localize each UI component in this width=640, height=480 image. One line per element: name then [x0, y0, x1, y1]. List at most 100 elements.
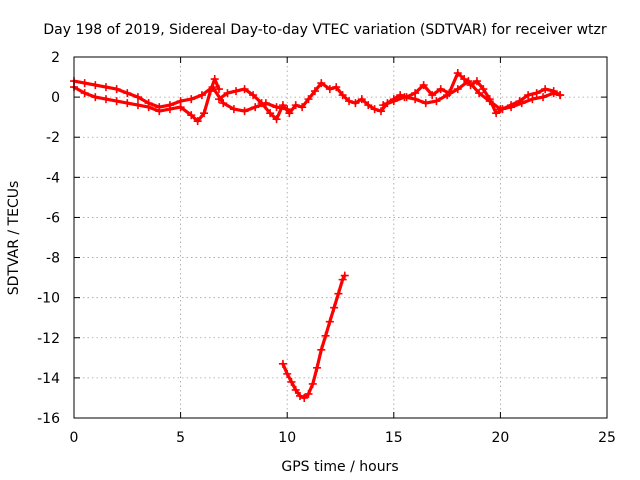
data-point	[144, 103, 153, 112]
data-point	[492, 109, 501, 118]
data-point	[460, 75, 469, 84]
data-point	[214, 95, 223, 104]
y-axis-label: SDTVAR / TECUs	[6, 181, 22, 296]
x-tick-label: 25	[598, 430, 616, 446]
data-point	[419, 81, 428, 90]
data-point	[453, 69, 462, 78]
ticks	[73, 56, 608, 419]
data-point	[80, 89, 89, 98]
data-point	[321, 331, 330, 340]
data-point	[272, 103, 281, 112]
data-point	[485, 97, 494, 106]
data-point	[310, 87, 319, 96]
data-point	[317, 79, 326, 88]
y-tick-label: 2	[51, 50, 60, 66]
data-point	[351, 99, 360, 108]
data-point	[210, 75, 219, 84]
plot-frame	[73, 56, 608, 419]
data-point	[123, 89, 132, 98]
data-point	[272, 115, 281, 124]
y-tick-label: -14	[37, 371, 60, 387]
data-point	[232, 87, 241, 96]
series-track-e	[278, 271, 349, 402]
data-point	[325, 317, 334, 326]
data-point	[165, 105, 174, 114]
data-point	[338, 275, 347, 284]
data-point	[223, 89, 232, 98]
series-line	[281, 274, 347, 400]
data-point	[291, 385, 300, 394]
y-tick-label: -10	[37, 291, 60, 307]
data-point	[300, 393, 309, 402]
x-tick-label: 5	[176, 430, 185, 446]
data-point	[214, 85, 223, 94]
x-axis-label: GPS time / hours	[281, 459, 398, 475]
x-tick-label: 15	[385, 430, 403, 446]
data-point	[464, 77, 473, 86]
data-point	[278, 101, 287, 110]
y-tick-label: -12	[37, 331, 60, 347]
data-point	[278, 359, 287, 368]
data-point	[313, 363, 322, 372]
data-point	[285, 109, 294, 118]
data-point	[187, 95, 196, 104]
data-point	[295, 391, 304, 400]
data-point	[249, 91, 258, 100]
y-tick-label: -16	[37, 411, 60, 427]
data-point	[541, 85, 550, 94]
data-point	[101, 95, 110, 104]
data-point	[266, 109, 275, 118]
data-point	[291, 101, 300, 110]
data-point	[556, 91, 565, 100]
data-point	[123, 99, 132, 108]
data-point	[283, 369, 292, 378]
data-point	[176, 103, 185, 112]
data-point	[364, 101, 373, 110]
data-point	[400, 93, 409, 102]
data-point	[197, 91, 206, 100]
series-layer	[70, 69, 565, 402]
data-point	[330, 303, 339, 312]
data-point	[325, 85, 334, 94]
data-point	[524, 91, 533, 100]
data-point	[133, 101, 142, 110]
data-point	[517, 99, 526, 108]
data-point	[379, 101, 388, 110]
data-point	[308, 379, 317, 388]
x-tick-label: 20	[491, 430, 509, 446]
data-point	[240, 107, 249, 116]
data-point	[304, 389, 313, 398]
data-point	[532, 89, 541, 98]
data-point	[389, 97, 398, 106]
data-point	[334, 289, 343, 298]
data-point	[496, 105, 505, 114]
y-tick-label: -8	[46, 251, 60, 267]
data-point	[332, 83, 341, 92]
y-tick-label: 0	[51, 90, 60, 106]
data-point	[453, 85, 462, 94]
data-point	[528, 95, 537, 104]
data-point	[287, 377, 296, 386]
data-point	[428, 91, 437, 100]
data-point	[133, 93, 142, 102]
data-point	[345, 97, 354, 106]
x-tick-label: 10	[278, 430, 296, 446]
data-point	[317, 345, 326, 354]
data-point	[80, 79, 89, 88]
data-point	[229, 105, 238, 114]
data-point	[340, 271, 349, 280]
y-tick-label: -4	[46, 170, 60, 186]
chart-title: Day 198 of 2019, Sidereal Day-to-day VTE…	[43, 22, 607, 38]
series-track-d	[379, 77, 565, 114]
data-point	[155, 107, 164, 116]
data-point	[91, 81, 100, 90]
data-point	[549, 89, 558, 98]
data-point	[200, 109, 209, 118]
data-point	[472, 77, 481, 86]
data-point	[436, 85, 445, 94]
data-point	[432, 97, 441, 106]
data-point	[304, 95, 313, 104]
data-point	[338, 91, 347, 100]
